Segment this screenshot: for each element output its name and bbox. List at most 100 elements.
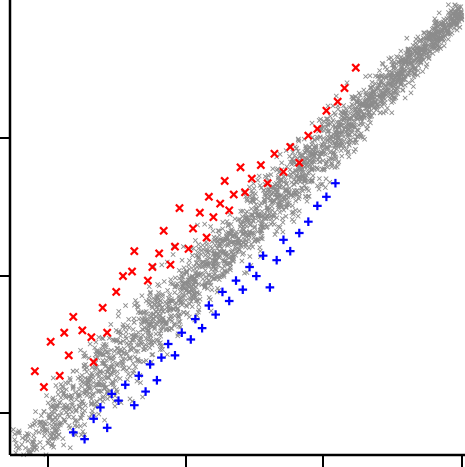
background-point bbox=[261, 196, 267, 202]
red-cross-point bbox=[118, 271, 128, 281]
background-point bbox=[101, 360, 107, 366]
background-point bbox=[114, 362, 120, 368]
background-point bbox=[173, 282, 179, 288]
red-cross-point bbox=[89, 357, 98, 367]
background-point bbox=[335, 132, 341, 138]
background-point bbox=[106, 365, 112, 371]
background-point bbox=[388, 83, 394, 89]
background-point bbox=[281, 174, 287, 180]
background-point bbox=[37, 439, 43, 445]
red-cross-point bbox=[188, 224, 198, 233]
background-point bbox=[158, 333, 164, 339]
background-point bbox=[393, 61, 399, 67]
background-point bbox=[339, 153, 345, 159]
background-point bbox=[30, 441, 36, 447]
background-point bbox=[41, 424, 47, 430]
background-point bbox=[352, 146, 359, 152]
background-point bbox=[100, 352, 106, 358]
background-point bbox=[292, 168, 298, 174]
background-point bbox=[178, 270, 184, 276]
background-point bbox=[298, 176, 304, 182]
background-point bbox=[97, 369, 103, 375]
background-point bbox=[138, 339, 144, 345]
red-cross-point bbox=[166, 260, 175, 270]
background-point bbox=[293, 198, 299, 204]
background-point bbox=[181, 280, 188, 286]
blue-plus-point bbox=[170, 351, 180, 360]
background-point bbox=[247, 253, 253, 259]
background-point bbox=[193, 253, 199, 259]
background-point bbox=[255, 177, 261, 183]
background-point bbox=[99, 351, 105, 357]
background-point bbox=[195, 298, 201, 304]
background-point bbox=[274, 215, 280, 221]
background-point bbox=[31, 432, 37, 438]
background-point bbox=[228, 221, 234, 227]
background-point bbox=[186, 289, 192, 295]
background-point bbox=[218, 238, 224, 244]
background-point bbox=[166, 327, 172, 333]
background-point bbox=[147, 290, 153, 296]
background-point bbox=[219, 245, 225, 251]
background-point bbox=[82, 350, 88, 356]
background-point bbox=[263, 215, 269, 221]
blue-plus-point bbox=[285, 246, 295, 256]
background-point bbox=[423, 48, 429, 54]
background-point bbox=[249, 188, 255, 194]
background-point bbox=[408, 90, 414, 96]
background-point bbox=[406, 57, 412, 63]
background-point bbox=[345, 134, 351, 140]
background-point bbox=[451, 20, 457, 26]
background-point bbox=[383, 75, 389, 81]
background-point bbox=[327, 149, 333, 156]
background-point bbox=[304, 147, 310, 153]
background-point bbox=[109, 379, 115, 385]
background-point bbox=[258, 212, 264, 218]
background-point bbox=[446, 9, 452, 16]
background-point bbox=[279, 204, 285, 210]
background-point bbox=[435, 20, 441, 26]
background-point bbox=[262, 191, 268, 197]
background-point bbox=[238, 221, 244, 228]
blue-plus-point bbox=[204, 301, 214, 310]
background-point bbox=[212, 266, 219, 272]
background-point bbox=[58, 410, 64, 416]
red-cross-point bbox=[322, 106, 331, 116]
background-point bbox=[424, 61, 430, 67]
background-point bbox=[394, 86, 400, 92]
background-point bbox=[312, 147, 318, 153]
background-point bbox=[201, 271, 207, 277]
background-point bbox=[121, 346, 127, 352]
background-point bbox=[456, 18, 462, 25]
blue-plus-point bbox=[331, 178, 340, 188]
background-point bbox=[95, 382, 101, 388]
background-point bbox=[247, 222, 253, 228]
background-point bbox=[356, 122, 362, 128]
background-point bbox=[257, 245, 263, 251]
background-point bbox=[38, 419, 44, 425]
red-cross-point bbox=[215, 199, 225, 208]
background-point bbox=[207, 248, 213, 254]
background-point bbox=[214, 289, 220, 295]
background-point bbox=[40, 445, 46, 451]
background-point bbox=[341, 103, 347, 109]
background-point bbox=[55, 391, 61, 397]
background-point bbox=[212, 242, 218, 248]
background-point bbox=[264, 225, 270, 231]
red-cross-point bbox=[46, 337, 56, 347]
background-point bbox=[430, 41, 436, 47]
background-point bbox=[116, 348, 122, 354]
background-point bbox=[230, 252, 236, 258]
background-point bbox=[184, 270, 190, 276]
background-point bbox=[317, 150, 323, 156]
background-point bbox=[96, 334, 102, 340]
background-point bbox=[63, 394, 69, 400]
background-point bbox=[49, 433, 55, 439]
background-point bbox=[38, 413, 44, 419]
background-point bbox=[325, 164, 331, 170]
red-cross-point bbox=[129, 246, 139, 256]
background-point bbox=[238, 208, 244, 214]
background-point bbox=[74, 397, 80, 403]
background-point bbox=[94, 348, 100, 354]
